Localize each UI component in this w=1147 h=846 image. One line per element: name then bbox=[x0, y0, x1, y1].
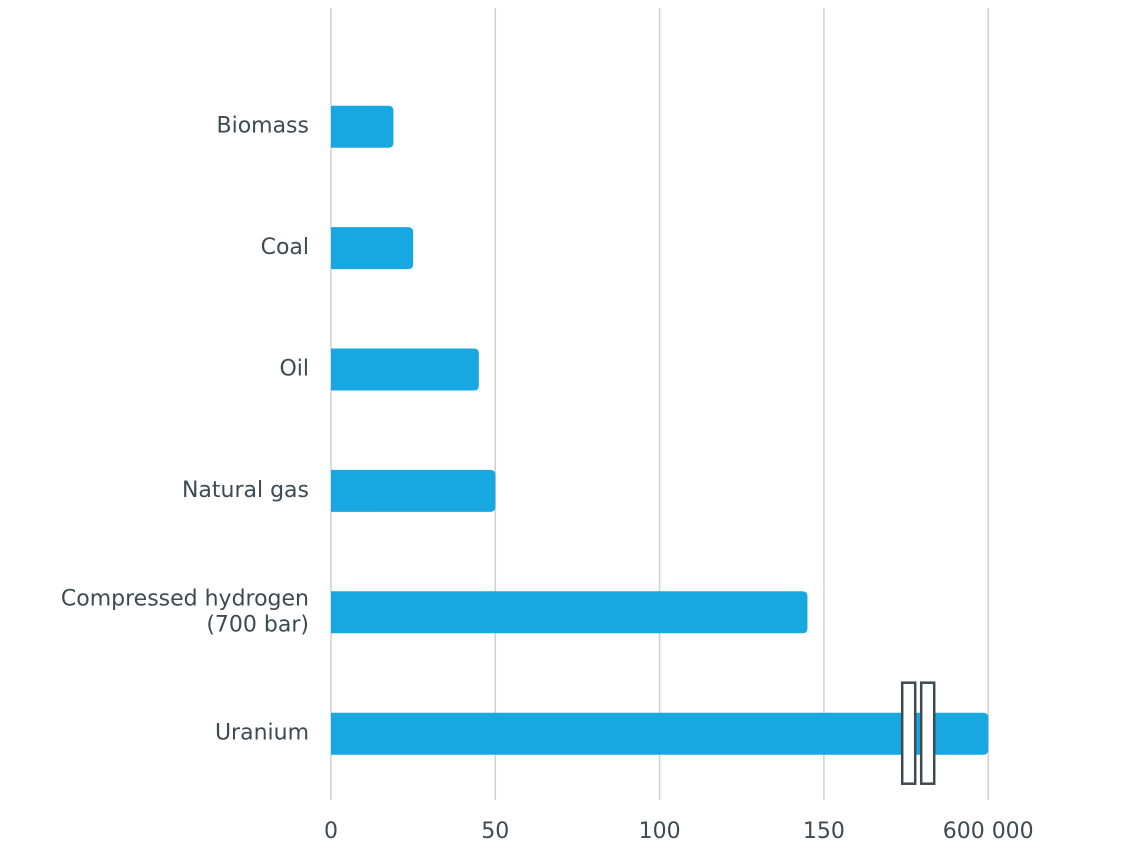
x-tick-label: 150 bbox=[803, 819, 845, 844]
bar bbox=[331, 591, 808, 634]
bar bbox=[331, 469, 496, 512]
y-tick-label: Compressed hydrogen (700 bar) bbox=[61, 586, 309, 637]
y-tick-label: Biomass bbox=[216, 114, 309, 139]
y-tick-label: Natural gas bbox=[182, 478, 309, 503]
y-tick-label: Uranium bbox=[215, 721, 309, 746]
x-tick-label: 100 bbox=[639, 819, 681, 844]
bar bbox=[331, 348, 479, 391]
x-tick-label: 0 bbox=[324, 819, 338, 844]
x-tick-label: 50 bbox=[481, 819, 509, 844]
axis-break bbox=[919, 681, 936, 785]
y-tick-label: Oil bbox=[279, 357, 309, 382]
bar bbox=[331, 105, 394, 148]
bar bbox=[331, 712, 989, 755]
axis-break bbox=[900, 681, 917, 785]
bar bbox=[331, 227, 414, 270]
x-tick-label: 600 000 bbox=[943, 819, 1034, 844]
y-tick-label: Coal bbox=[261, 235, 309, 260]
